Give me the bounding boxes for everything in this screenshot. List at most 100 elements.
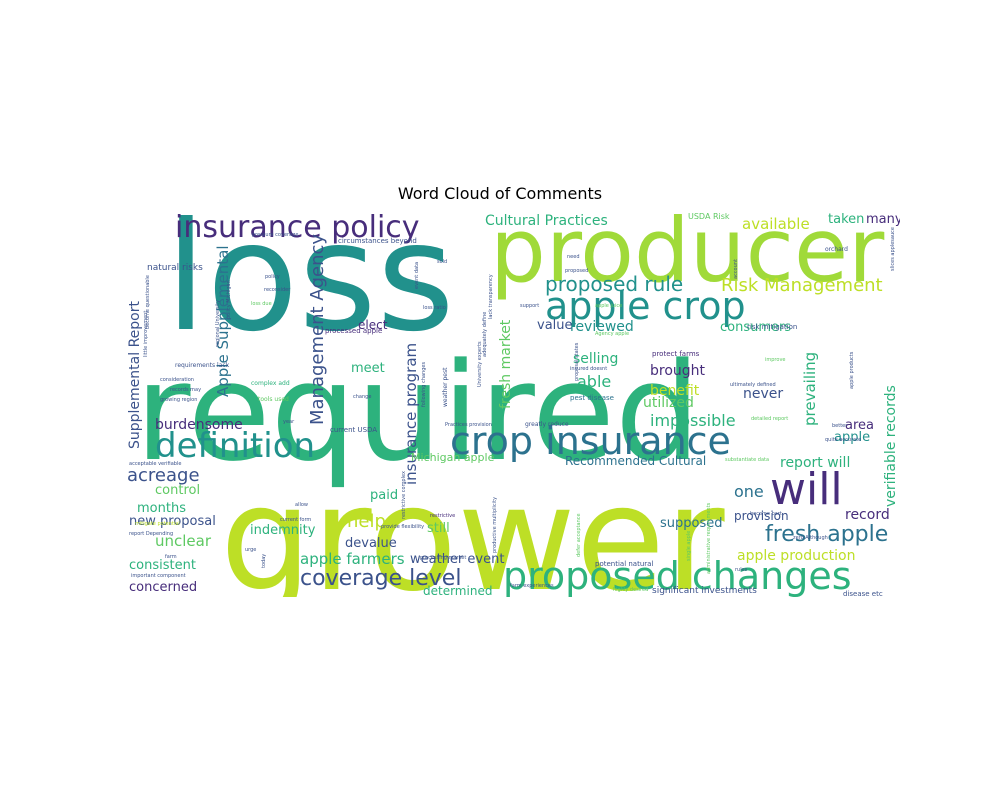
word-change: change	[353, 394, 371, 400]
chart-title: Word Cloud of Comments	[397, 184, 603, 203]
word-coverage-level: coverage level	[300, 566, 461, 591]
word-following-changes: following changes	[421, 362, 427, 407]
word-better: better	[832, 423, 848, 429]
word-agency-apple: Agency apple	[595, 331, 629, 337]
word-requirements-lack: requirements lack	[175, 362, 230, 369]
word-devalue: devalue	[345, 536, 397, 551]
word-improve: improve	[765, 357, 785, 363]
word-area: area	[845, 418, 874, 433]
word-natural-risks: natural risks	[147, 263, 203, 273]
word-year: year	[283, 419, 295, 425]
word-zero-although: zero Although	[793, 535, 828, 541]
word-fresh-apple: fresh apple	[765, 522, 888, 547]
word-farm-experiences: farm experiences	[510, 583, 554, 589]
word-account: account	[733, 259, 739, 279]
word-pressure-coverage: pressure coverage	[252, 232, 298, 238]
word-proposal-states: proposal states	[574, 342, 580, 381]
word-insurance-program: insurance program	[402, 343, 420, 485]
word-become-part: become part	[750, 511, 782, 517]
word-adequately-define: adequately define	[482, 312, 488, 357]
word-acceptable-verifiable: acceptable verifiable	[129, 461, 181, 467]
word-management-agency: Management Agency	[307, 234, 328, 425]
word-supposed: supposed	[660, 516, 723, 531]
word-processed-apple: processed apple	[325, 327, 382, 335]
word-policy-michigan: policy Michigan	[226, 280, 232, 319]
word-report-depending: report Depending	[129, 531, 173, 537]
word-apple-production: apple production	[737, 548, 855, 564]
word-one: one	[734, 482, 764, 501]
word-report-will: report will	[780, 455, 850, 471]
word-restrictive-complex: restrictive complex	[401, 471, 407, 519]
word-lack-transparency: lack transparency	[488, 274, 494, 319]
word-consistent: consistent	[129, 558, 196, 573]
word-greatly-reduce: greatly reduce	[525, 421, 569, 428]
word-acreage: acreage	[127, 465, 200, 486]
word-support: support	[520, 303, 539, 309]
word-help: help	[347, 511, 386, 532]
word-brought: brought	[650, 363, 706, 379]
word-regional-university: regional University	[215, 300, 221, 347]
word-current-form: current form	[280, 517, 311, 523]
word-apple-supplemental: Apple Supplemental	[214, 245, 232, 397]
word-orchard: orchard	[825, 246, 848, 253]
word-concerned: concerned	[129, 580, 197, 595]
word-definition: definition	[155, 426, 315, 466]
word-apple-farmers: apple farmers	[300, 550, 405, 568]
word-provide-flexibility: provide flexibility	[381, 524, 424, 530]
word-single-apple: single apple	[686, 531, 692, 561]
word-need: need	[567, 254, 580, 260]
word-paid: paid	[370, 488, 398, 503]
word-administrative-requirements: administrative requirements	[706, 502, 712, 574]
word-verifiable-records: verifiable records	[883, 385, 899, 507]
word-required: required	[135, 334, 701, 491]
word-practices-provision: Practices provision	[445, 422, 492, 428]
word-restrictive: restrictive	[430, 513, 455, 519]
word-taken: taken	[828, 212, 864, 227]
word-today: today	[261, 554, 267, 568]
word-tools-used: tools used	[258, 396, 289, 403]
word-disease-etc: disease etc	[843, 590, 883, 597]
word-proposed-changes: proposed changes	[503, 554, 852, 597]
word-quite-accurate: quite accurate	[825, 437, 861, 443]
word-slices-applesauce: slices applesauce	[890, 227, 896, 271]
word-utilized: utilized	[643, 395, 694, 411]
word-pest-disease: pest disease	[570, 394, 614, 402]
word-selling: selling	[573, 351, 618, 367]
word-reconsider: reconsider	[264, 287, 291, 293]
word-indemnity: indemnity	[250, 523, 316, 538]
word-crop-insurance: crop insurance	[450, 419, 731, 463]
word-producer: producer	[490, 209, 885, 302]
word-control: control	[155, 483, 200, 498]
word-apple-juice: apple juice	[595, 303, 622, 309]
word-substantiate-data: substantiate data	[725, 457, 769, 463]
word-loss-due: loss due	[251, 301, 272, 307]
word-benefit: benefit	[650, 383, 700, 399]
word-risk-mitigation: risk mitigation	[747, 323, 797, 331]
word-apple: apple	[834, 430, 870, 445]
word-sold: sold	[437, 259, 447, 265]
word-able: able	[577, 372, 611, 391]
word-new-proposal: new proposal	[129, 514, 216, 529]
word-determined: determined	[423, 584, 492, 597]
word-become-questionable: become questionable	[145, 275, 151, 329]
word-complex-add: complex add	[251, 380, 290, 387]
word-mitigate-potential: mitigate potential	[135, 521, 180, 527]
word-important-component: important component	[131, 573, 186, 579]
word-impossible: impossible	[650, 411, 736, 430]
word-productive-multiplicity: productive multiplicity	[492, 497, 498, 553]
word-apple-crop: apple crop	[545, 284, 746, 328]
word-value: value	[537, 318, 573, 333]
word-ultimately-defined: ultimately defined	[730, 382, 776, 388]
word-little-improvement: little improvement	[143, 311, 149, 357]
word-farm: farm	[165, 554, 177, 560]
word-apple-products: apple products	[849, 351, 855, 389]
word-weather-event: weather event	[410, 552, 504, 567]
word-months: months	[137, 501, 186, 516]
word-available: available	[742, 215, 810, 233]
word-consideration: consideration	[160, 377, 194, 383]
word-risk-management: Risk Management	[721, 275, 883, 296]
word-usda-risk: USDA Risk	[688, 212, 730, 221]
word-unclear: unclear	[155, 532, 212, 550]
